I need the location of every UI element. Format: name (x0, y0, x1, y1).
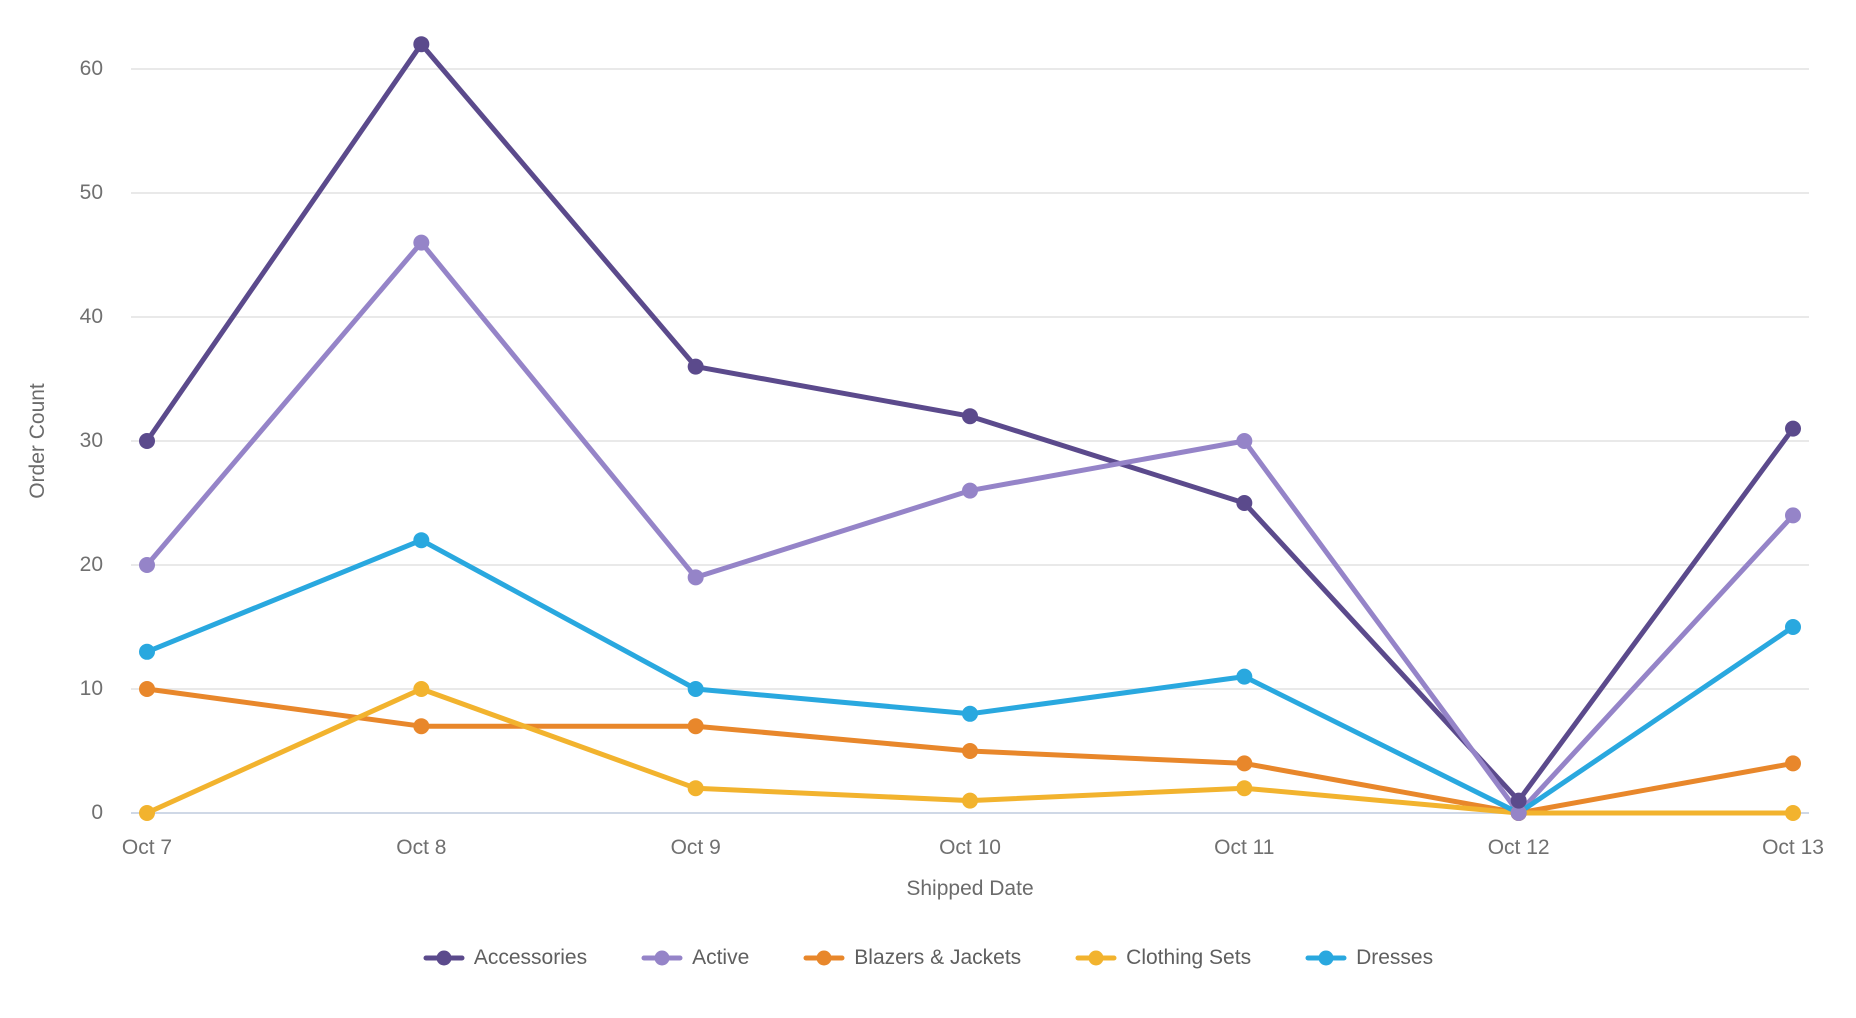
data-point-active-oct-8[interactable] (413, 234, 430, 251)
x-tick-label: Oct 11 (1214, 836, 1275, 859)
legend-item-dresses[interactable]: Dresses (1305, 946, 1433, 970)
data-point-dresses-oct-13[interactable] (1785, 619, 1801, 635)
y-tick-label: 40 (79, 305, 103, 328)
data-point-accessories-oct-13[interactable] (1785, 420, 1801, 437)
data-point-dresses-oct-10[interactable] (962, 705, 978, 722)
x-tick-label: Oct 12 (1487, 836, 1550, 859)
legend-marker-icon (1305, 950, 1347, 966)
data-point-blazers-jackets-oct-9[interactable] (687, 718, 704, 735)
y-tick-label: 10 (79, 677, 103, 700)
data-point-accessories-oct-7[interactable] (139, 433, 155, 449)
data-point-clothing-sets-oct-13[interactable] (1785, 805, 1801, 821)
data-point-active-oct-12[interactable] (1510, 805, 1527, 821)
data-point-dresses-oct-9[interactable] (687, 681, 704, 697)
data-point-dresses-oct-11[interactable] (1236, 668, 1253, 685)
data-point-blazers-jackets-oct-7[interactable] (139, 681, 155, 697)
data-point-active-oct-9[interactable] (687, 569, 704, 586)
x-tick-label: Oct 9 (670, 836, 721, 859)
data-point-accessories-oct-8[interactable] (413, 36, 430, 53)
legend-label: Active (692, 946, 750, 969)
legend-label: Blazers & Jackets (854, 946, 1022, 969)
y-tick-label: 30 (79, 429, 103, 452)
data-point-blazers-jackets-oct-11[interactable] (1236, 755, 1253, 772)
legend-marker-icon (803, 950, 845, 966)
data-point-clothing-sets-oct-7[interactable] (139, 805, 155, 821)
legend-marker-dot (436, 950, 452, 966)
legend-marker-dot (654, 950, 670, 966)
legend-marker-dot (816, 950, 832, 966)
legend-marker-dot (1318, 950, 1334, 966)
series-line-dresses (144, 537, 1796, 816)
data-point-dresses-oct-8[interactable] (413, 532, 430, 549)
legend: Accessories Active Blazers & Jackets Clothi… (0, 946, 1856, 970)
data-point-clothing-sets-oct-8[interactable] (413, 681, 430, 697)
data-point-accessories-oct-12[interactable] (1510, 792, 1527, 809)
legend-label: Accessories (473, 946, 588, 969)
data-point-accessories-oct-10[interactable] (962, 408, 978, 425)
y-tick-label: 20 (79, 553, 103, 576)
legend-label: Clothing Sets (1126, 946, 1252, 969)
legend-marker-icon (641, 950, 683, 966)
data-point-dresses-oct-7[interactable] (139, 643, 155, 660)
legend-item-accessories[interactable]: Accessories (423, 946, 587, 970)
legend-item-blazers-jackets[interactable]: Blazers & Jackets (803, 946, 1021, 970)
legend-marker-dot (1088, 950, 1104, 966)
y-tick-label: 50 (79, 181, 103, 204)
data-point-blazers-jackets-oct-10[interactable] (962, 743, 978, 759)
data-point-clothing-sets-oct-11[interactable] (1236, 780, 1253, 797)
data-point-clothing-sets-oct-9[interactable] (687, 780, 704, 797)
data-point-blazers-jackets-oct-13[interactable] (1785, 755, 1801, 772)
data-point-active-oct-13[interactable] (1785, 507, 1801, 524)
data-point-accessories-oct-9[interactable] (687, 358, 704, 375)
x-tick-label: Oct 7 (121, 836, 173, 859)
legend-marker-icon (423, 950, 465, 966)
x-tick-label: Oct 8 (396, 836, 447, 859)
data-point-active-oct-10[interactable] (962, 482, 978, 499)
data-point-blazers-jackets-oct-8[interactable] (413, 718, 430, 735)
x-tick-label: Oct 10 (939, 836, 1001, 859)
x-axis-title: Shipped Date (906, 877, 1034, 900)
x-tick-label: Oct 13 (1762, 836, 1824, 859)
data-point-clothing-sets-oct-10[interactable] (962, 792, 978, 809)
series-line-active (144, 240, 1796, 816)
y-tick-label: 60 (79, 57, 103, 80)
y-tick-label: 0 (91, 801, 103, 824)
legend-label: Dresses (1356, 946, 1434, 969)
data-point-active-oct-11[interactable] (1236, 433, 1253, 449)
legend-item-clothing-sets[interactable]: Clothing Sets (1075, 946, 1251, 970)
legend-item-active[interactable]: Active (641, 946, 749, 970)
y-axis-title: Order Count (26, 383, 49, 499)
legend-marker-icon (1075, 950, 1117, 966)
data-point-active-oct-7[interactable] (139, 557, 155, 573)
data-point-accessories-oct-11[interactable] (1236, 495, 1253, 511)
